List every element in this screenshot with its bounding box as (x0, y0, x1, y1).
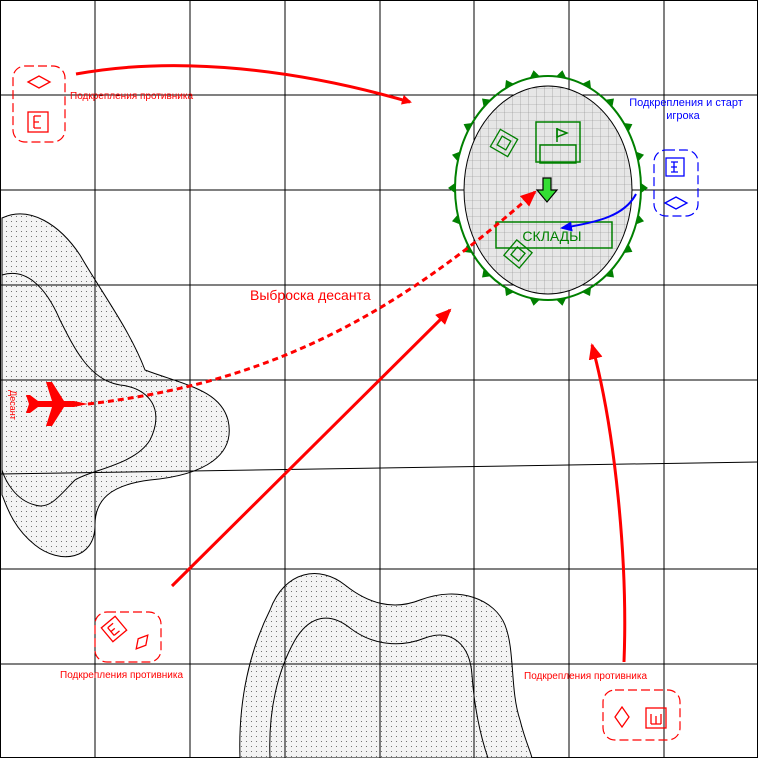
perimeter-spike (605, 98, 614, 107)
perimeter-spike (641, 183, 648, 193)
unit-diamond-icon (26, 75, 52, 89)
perimeter-spike (529, 298, 540, 306)
warehouse-label: СКЛАДЫ (522, 228, 581, 244)
enemy-label-bottom-right: Подкрепления противника (524, 671, 647, 682)
enemy-route-bottom-left (170, 308, 452, 588)
perimeter-spikes (448, 70, 648, 306)
perimeter-spike (504, 287, 514, 297)
perimeter-spike (556, 298, 567, 306)
building-icon (665, 157, 685, 177)
drop-route-label: Выброска десанта (250, 287, 371, 303)
perimeter-spike (463, 123, 473, 132)
warehouse: СКЛАДЫ (495, 221, 613, 249)
player-base: СКЛАДЫ (448, 70, 648, 306)
building-icon (645, 707, 667, 729)
down-arrow-icon (535, 177, 559, 203)
perimeter-spike (636, 151, 645, 162)
perimeter-spike (582, 287, 592, 297)
landing-party-label: Десант (8, 390, 18, 420)
perimeter-spike (482, 269, 491, 278)
player-label-line1: Подкрепления и старт (629, 97, 743, 109)
enemy-label-top-left: Подкрепления противника (70, 91, 193, 102)
perimeter-spike (636, 214, 645, 225)
unit-diamond-icon (663, 196, 689, 210)
building-icon (27, 111, 49, 133)
building-icon (100, 615, 128, 643)
enemy-reinforcement-top-left: Подкрепления противника (12, 65, 193, 143)
enemy-reinforcement-bottom-right: Подкрепления противника (524, 671, 681, 741)
perimeter-spike (605, 269, 614, 278)
perimeter-spike (504, 79, 514, 89)
unit-diamond-icon (135, 634, 149, 650)
perimeter-spike (451, 214, 460, 225)
flag-icon (556, 127, 570, 142)
routes (75, 64, 637, 663)
unit-diamond-icon (614, 705, 630, 729)
enemy-route-top (75, 64, 412, 105)
enemy-reinforcement-bottom-left: Подкрепления противника (60, 611, 183, 681)
perimeter-spike (529, 70, 540, 78)
perimeter-spike (556, 70, 567, 78)
player-start: Подкрепления и старт игрока (629, 97, 743, 217)
perimeter-spike (451, 151, 460, 162)
drop-route (87, 190, 537, 406)
headquarters-building (535, 121, 581, 164)
perimeter-spike (482, 98, 491, 107)
perimeter-spike (448, 183, 455, 193)
perimeter-spike (582, 79, 592, 89)
perimeter-spike (623, 123, 633, 132)
perimeter-spike (623, 244, 633, 253)
enemy-label-bottom-left: Подкрепления противника (60, 670, 183, 681)
airplane-icon (26, 382, 88, 426)
outbuilding-top (489, 128, 519, 158)
hill-bottom (239, 573, 533, 758)
player-label-line2: игрока (666, 110, 700, 122)
player-route (560, 193, 637, 232)
enemy-route-bottom-right (588, 343, 627, 663)
